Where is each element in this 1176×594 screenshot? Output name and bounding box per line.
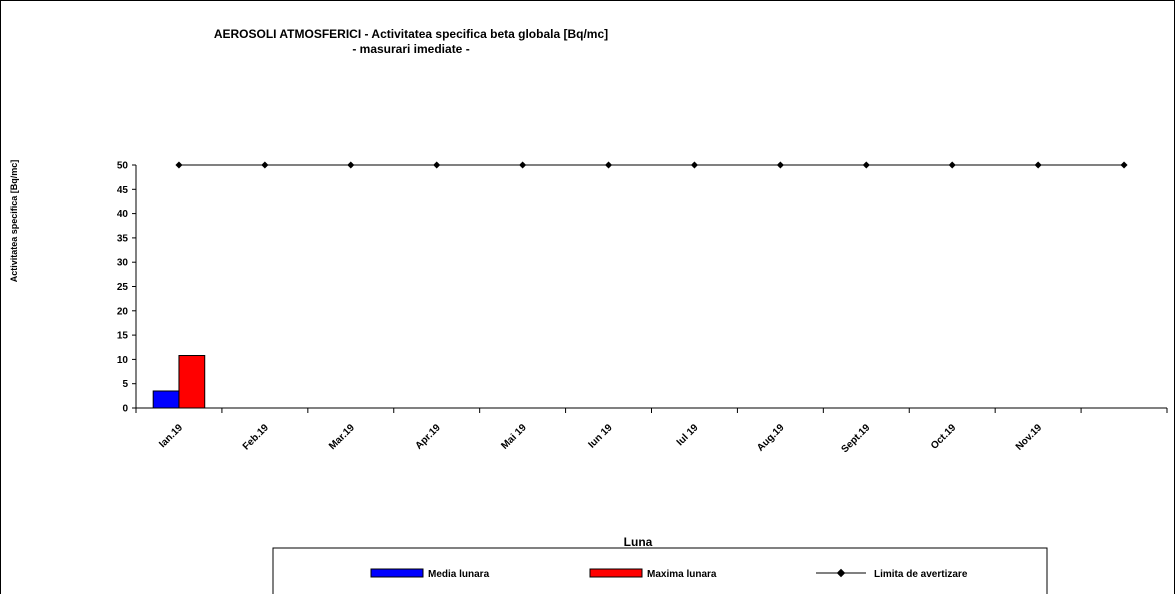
y-tick-label: 0 bbox=[122, 404, 128, 415]
line-point-marker bbox=[1120, 161, 1128, 169]
line-point-marker bbox=[519, 161, 527, 169]
y-axis-label: Activitatea specifica [Bq/mc] bbox=[9, 160, 19, 283]
y-tick-label: 10 bbox=[117, 355, 129, 366]
y-tick-label: 20 bbox=[117, 306, 129, 317]
bar-maxima-lunara bbox=[178, 355, 206, 409]
legend: Media lunara Maxima lunara Limita de ave… bbox=[272, 547, 1048, 594]
line-point-marker bbox=[605, 161, 613, 169]
x-tick-label: Apr.19 bbox=[413, 422, 443, 452]
y-tick-label: 15 bbox=[117, 331, 129, 342]
x-tick-label: Ian.19 bbox=[157, 422, 185, 450]
line-point-marker bbox=[690, 161, 698, 169]
x-tick-label: Mai 19 bbox=[499, 422, 529, 452]
legend-swatch-maxima bbox=[589, 568, 643, 578]
y-tick-label: 45 bbox=[117, 185, 129, 196]
line-point-marker bbox=[433, 161, 441, 169]
x-tick-label: Iul 19 bbox=[675, 422, 701, 448]
line-point-marker bbox=[776, 161, 784, 169]
x-tick-label: Mar.19 bbox=[327, 422, 357, 452]
y-tick-label: 50 bbox=[117, 161, 129, 172]
y-tick-label: 25 bbox=[117, 282, 129, 293]
legend-label-limita: Limita de avertizare bbox=[874, 569, 968, 580]
line-point-marker bbox=[347, 161, 355, 169]
y-tick-label: 5 bbox=[122, 379, 128, 390]
legend-label-maxima: Maxima lunara bbox=[647, 569, 717, 580]
legend-marker-limita bbox=[836, 568, 846, 578]
x-tick-label: Sept.19 bbox=[839, 422, 872, 455]
y-tick-label: 40 bbox=[117, 209, 129, 220]
legend-swatch-media bbox=[370, 568, 424, 578]
x-tick-label: Feb.19 bbox=[241, 422, 271, 452]
chart-subtitle: - masurari imediate - bbox=[352, 42, 469, 56]
bar-media-lunara bbox=[152, 390, 180, 409]
y-tick-label: 35 bbox=[117, 233, 129, 244]
line-point-marker bbox=[862, 161, 870, 169]
x-axis-label: Luna bbox=[624, 535, 653, 549]
x-tick-label: Iun 19 bbox=[586, 422, 615, 451]
line-point-marker bbox=[948, 161, 956, 169]
line-point-marker bbox=[261, 161, 269, 169]
plot-area: 0 5 10 15 20 25 30 35 40 45 50 Ian.19 Feb.19 Mar.19 Ap… bbox=[117, 161, 1168, 455]
y-tick-label: 30 bbox=[117, 258, 129, 269]
legend-label-media: Media lunara bbox=[428, 569, 490, 580]
line-point-marker bbox=[175, 161, 183, 169]
x-tick-label: Oct.19 bbox=[929, 422, 959, 452]
x-tick-label: Nov.19 bbox=[1014, 422, 1045, 453]
chart-title: AEROSOLI ATMOSFERICI - Activitatea speci… bbox=[214, 27, 608, 41]
x-tick-label: Aug.19 bbox=[755, 422, 787, 454]
line-point-marker bbox=[1034, 161, 1042, 169]
